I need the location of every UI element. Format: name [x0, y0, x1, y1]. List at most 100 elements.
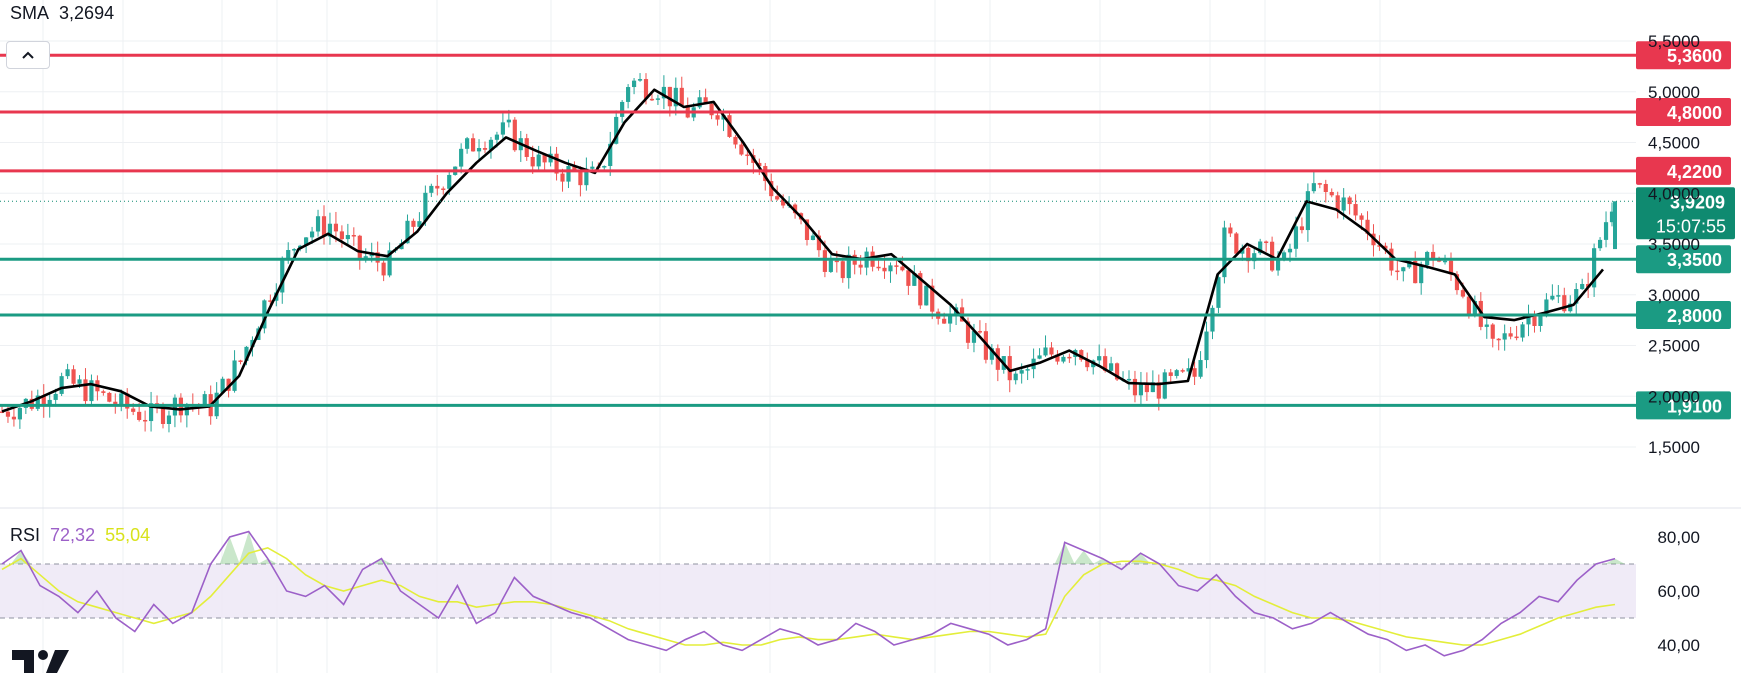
candle-body	[1484, 324, 1489, 327]
candle-body	[417, 221, 422, 227]
candle-body	[924, 285, 929, 306]
candle-body	[1174, 370, 1179, 376]
candle-body	[1335, 195, 1340, 211]
candle-body	[447, 174, 452, 189]
candle-body	[578, 170, 583, 186]
candle-body	[1347, 197, 1352, 205]
candle-body	[840, 261, 845, 279]
candle-body	[500, 122, 505, 135]
candle-body	[1311, 183, 1316, 192]
candle-body	[5, 411, 11, 417]
candle-body	[1252, 253, 1257, 262]
candle-body	[429, 185, 434, 193]
candle-body	[703, 97, 708, 104]
rsi-tick-label: 40,00	[1657, 636, 1700, 655]
candle-body	[309, 231, 315, 238]
candle-body	[649, 98, 655, 101]
candle-body	[1383, 245, 1388, 249]
candle-body	[1466, 296, 1471, 316]
candle-body	[1413, 260, 1418, 284]
candle-body	[1150, 382, 1155, 393]
candle-body	[1055, 354, 1060, 362]
candle-body	[1228, 227, 1233, 234]
candle-body	[1144, 383, 1149, 393]
rsi-ma-line	[1, 546, 1616, 646]
candle-body	[882, 267, 887, 272]
candle-body	[512, 119, 517, 151]
candle-body	[930, 285, 935, 312]
candle-body	[816, 235, 822, 251]
candle-body	[1436, 260, 1442, 262]
candle-body	[1496, 338, 1501, 341]
candle-body	[1592, 248, 1597, 288]
candle-body	[977, 331, 983, 333]
price-tick-label: 3,5000	[1648, 235, 1700, 254]
candle-body	[1103, 356, 1108, 371]
candle-body	[542, 154, 547, 163]
candle-body	[17, 407, 22, 420]
candle-body	[614, 116, 619, 144]
candle-body	[733, 136, 738, 145]
resistance-badge-0-bg	[1636, 41, 1731, 70]
candle-body	[107, 392, 112, 402]
candle-body	[1114, 363, 1120, 380]
chevron-up-icon	[22, 51, 34, 59]
candle-body	[220, 378, 225, 393]
rsi-label: RSI	[10, 525, 41, 545]
candle-body	[1204, 331, 1209, 361]
candle-body	[1472, 300, 1477, 316]
candle-body	[1192, 368, 1197, 377]
last-candle	[1613, 201, 1617, 250]
horizontal-levels[interactable]: 5,3600 4,8000 4,2200 3,3500 2,8000 1,9100 3,92…	[0, 41, 1735, 420]
candle-body	[661, 86, 666, 99]
candle-body	[304, 237, 309, 246]
candle-body	[1067, 356, 1072, 359]
candle-body	[244, 346, 249, 361]
candle-body	[1574, 289, 1579, 304]
candle-body	[131, 408, 136, 412]
candle-body	[1085, 359, 1090, 368]
candle-body	[1520, 324, 1525, 338]
sma-series	[1, 88, 1604, 413]
candle-body	[1305, 191, 1310, 231]
candle-body	[1550, 295, 1555, 300]
candle-body	[1603, 222, 1609, 240]
candle-body	[1180, 370, 1185, 372]
candle-body	[1442, 260, 1448, 263]
candle-body	[1556, 295, 1561, 297]
candle-body	[387, 250, 392, 276]
candle-body	[65, 369, 70, 377]
candle-body	[1216, 277, 1221, 308]
candle-body	[292, 249, 297, 251]
candle-body	[590, 166, 595, 169]
tradingview-logo[interactable]	[12, 648, 70, 678]
rsi-tick-label: 60,00	[1657, 582, 1700, 601]
candle-body	[1156, 382, 1161, 399]
candle-body	[202, 394, 207, 406]
collapse-button[interactable]	[6, 41, 50, 69]
candle-body	[1448, 260, 1454, 275]
candle-body	[971, 331, 977, 343]
candle-body	[566, 166, 571, 182]
resistance-badge-1-bg	[1636, 98, 1731, 127]
candle-body	[948, 314, 953, 324]
candle-body	[423, 192, 428, 222]
support-badge-0-label: 3,3500	[1667, 250, 1722, 270]
rsi-ma-value: 55,04	[105, 525, 151, 545]
last-price-value: 3,9209	[1670, 192, 1725, 212]
candle-body	[775, 196, 780, 200]
candle-body	[375, 252, 380, 263]
candle-body	[1132, 378, 1138, 396]
candle-body	[268, 300, 273, 302]
candle-body	[643, 79, 649, 99]
candle-body	[1317, 183, 1322, 185]
candle-body	[506, 119, 511, 123]
candle-body	[530, 156, 535, 167]
candle-body	[894, 265, 899, 267]
candle-body	[286, 250, 291, 261]
last-price-badge-bg	[1636, 187, 1735, 240]
candle-body	[1043, 347, 1048, 356]
candle-body	[763, 166, 768, 182]
candle-body	[1246, 247, 1251, 262]
